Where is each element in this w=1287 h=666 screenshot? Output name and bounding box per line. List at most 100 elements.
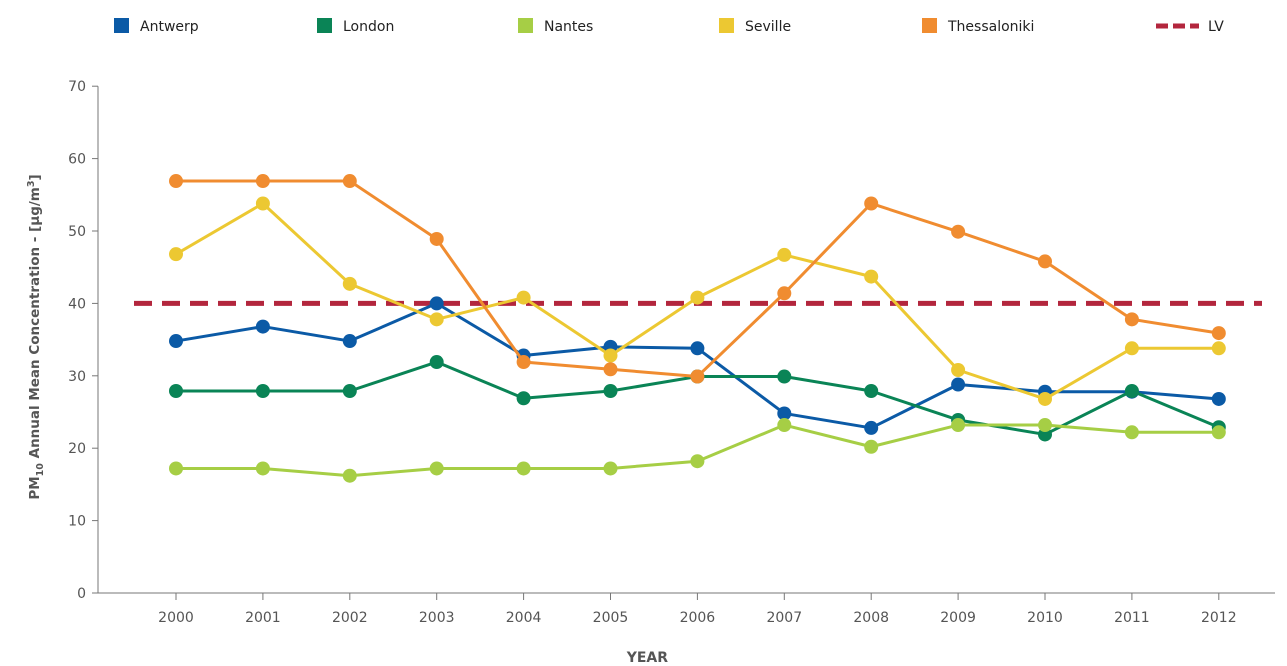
data-point-antwerp <box>429 296 444 311</box>
y-axis-title: PM10 Annual Mean Concentration - [µg/m3] <box>26 174 46 499</box>
legend-swatch-nantes <box>518 18 533 33</box>
data-point-nantes <box>777 418 792 433</box>
data-point-nantes <box>1124 425 1139 440</box>
legend-label-nantes: Nantes <box>544 19 593 35</box>
y-tick-label: 60 <box>68 152 86 168</box>
legend-label-london: London <box>343 19 394 35</box>
legend-label-thessaloniki: Thessaloniki <box>947 19 1034 35</box>
data-point-antwerp <box>864 420 879 435</box>
data-point-seville <box>1124 341 1139 356</box>
data-point-nantes <box>342 468 357 483</box>
y-tick-label: 10 <box>68 514 86 530</box>
y-tick-label: 70 <box>68 79 86 95</box>
x-tick-label: 2007 <box>766 610 802 626</box>
data-point-london <box>603 384 618 399</box>
data-point-thessaloniki <box>1211 326 1226 341</box>
y-tick-label: 50 <box>68 224 86 240</box>
data-point-thessaloniki <box>516 355 531 370</box>
x-tick-label: 2003 <box>419 610 455 626</box>
data-point-seville <box>169 247 183 262</box>
legend-label-seville: Seville <box>745 19 791 35</box>
x-tick-label: 2000 <box>158 610 194 626</box>
data-point-nantes <box>429 461 444 476</box>
data-point-thessaloniki <box>342 174 357 189</box>
data-point-seville <box>255 196 270 211</box>
data-point-london <box>342 384 357 399</box>
x-tick-label: 2005 <box>593 610 629 626</box>
data-point-nantes <box>516 461 531 476</box>
data-point-nantes <box>1211 425 1226 440</box>
data-point-seville <box>777 247 792 262</box>
data-point-thessaloniki <box>603 362 618 377</box>
y-axis-title-sub: 10 <box>35 463 46 477</box>
y-tick-label: 40 <box>68 296 86 312</box>
y-axis-title-sup: 3 <box>26 181 37 188</box>
data-point-seville <box>1211 341 1226 356</box>
data-point-seville <box>342 276 357 291</box>
axes: 0 10 20 30 40 50 60 70 2000 2001 2002 2003 2004 2005 2… <box>68 79 1275 626</box>
data-point-seville <box>516 290 531 305</box>
data-point-seville <box>951 363 966 378</box>
y-tick-label: 20 <box>68 441 86 457</box>
legend: Antwerp London Nantes Seville Thessaloniki LV <box>114 18 1224 35</box>
data-point-london <box>255 384 270 399</box>
data-point-london <box>864 384 879 399</box>
legend-swatch-london <box>317 18 332 33</box>
data-point-antwerp <box>690 341 705 356</box>
data-point-thessaloniki <box>690 369 705 384</box>
y-axis-title-end: ] <box>27 174 43 180</box>
data-point-thessaloniki <box>1124 312 1139 327</box>
data-point-thessaloniki <box>951 224 966 239</box>
series-line-antwerp <box>175 301 1219 430</box>
data-point-seville <box>864 269 879 284</box>
data-point-nantes <box>169 461 183 476</box>
data-point-seville <box>429 312 444 327</box>
legend-label-lv: LV <box>1208 19 1224 35</box>
data-point-antwerp <box>951 377 966 392</box>
x-tick-label: 2002 <box>332 610 368 626</box>
x-tick-label: 2011 <box>1114 610 1150 626</box>
x-tick-label: 2012 <box>1201 610 1237 626</box>
x-tick-label: 2001 <box>245 610 281 626</box>
data-point-antwerp <box>777 406 792 421</box>
data-point-antwerp <box>169 334 183 349</box>
x-tick-label: 2004 <box>506 610 542 626</box>
data-point-antwerp <box>1211 391 1226 406</box>
data-point-seville <box>603 348 618 363</box>
y-axis-title-prefix: PM <box>27 476 43 499</box>
legend-swatch-seville <box>719 18 734 33</box>
legend-swatch-thessaloniki <box>922 18 937 33</box>
data-point-london <box>516 391 531 406</box>
data-point-nantes <box>603 461 618 476</box>
legend-swatch-antwerp <box>114 18 129 33</box>
data-point-thessaloniki <box>429 231 444 246</box>
x-axis-title: YEAR <box>626 650 669 666</box>
data-point-london <box>1124 384 1139 399</box>
data-point-nantes <box>951 418 966 433</box>
data-point-london <box>777 369 792 384</box>
x-tick-label: 2006 <box>680 610 716 626</box>
data-point-london <box>429 355 444 370</box>
data-point-london <box>169 384 183 399</box>
x-tick-label: 2008 <box>853 610 889 626</box>
y-tick-label: 0 <box>77 586 86 602</box>
data-point-thessaloniki <box>1038 254 1052 269</box>
data-point-seville <box>690 290 705 305</box>
data-point-thessaloniki <box>255 174 270 189</box>
data-point-nantes <box>255 461 270 476</box>
data-point-seville <box>1038 391 1052 406</box>
data-point-thessaloniki <box>864 196 879 211</box>
x-tick-label: 2009 <box>940 610 976 626</box>
x-tick-label: 2010 <box>1027 610 1063 626</box>
data-point-nantes <box>690 454 705 469</box>
data-point-antwerp <box>255 319 270 334</box>
data-point-thessaloniki <box>777 286 792 301</box>
series-group <box>169 174 1226 483</box>
y-axis-title-main: Annual Mean Concentration - [µg/m <box>27 187 43 463</box>
legend-label-antwerp: Antwerp <box>140 19 199 35</box>
data-point-nantes <box>1038 418 1052 433</box>
data-point-nantes <box>864 439 879 454</box>
data-point-thessaloniki <box>169 174 183 189</box>
data-point-antwerp <box>342 334 357 349</box>
